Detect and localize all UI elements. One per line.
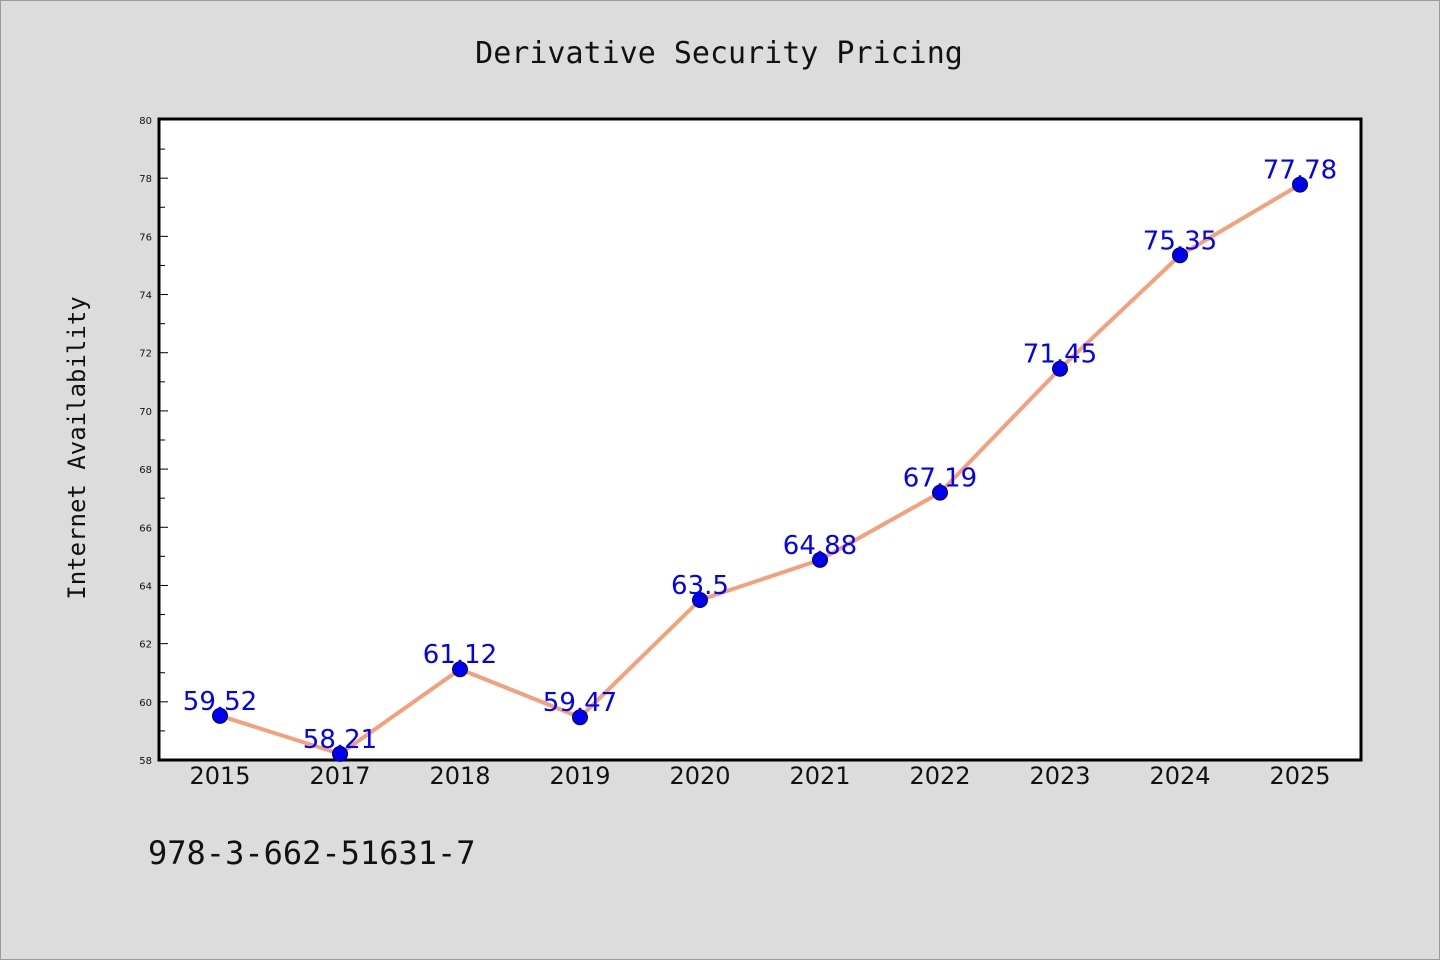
data-label: 75.35	[1143, 226, 1217, 256]
y-tick-label: 74	[139, 291, 152, 302]
data-label: 67.19	[903, 464, 977, 494]
data-label: 63.5	[671, 571, 729, 601]
y-tick-label: 64	[139, 581, 152, 592]
x-tick-label: 2023	[1029, 762, 1090, 790]
series-line	[218, 182, 1302, 756]
x-tick-label: 2021	[789, 762, 850, 790]
series-layer	[218, 182, 1302, 756]
chart-title: Derivative Security Pricing	[475, 36, 963, 71]
isbn-text: 978-3-662-51631-7	[148, 834, 476, 872]
plot-area	[157, 117, 1363, 762]
data-label: 77.78	[1263, 156, 1337, 186]
data-point	[212, 707, 228, 724]
y-tick-label: 58	[139, 756, 152, 767]
x-tick-label: 2024	[1149, 762, 1210, 790]
x-tick-label: 2015	[189, 762, 250, 790]
data-point	[1052, 360, 1068, 377]
data-point	[1292, 176, 1308, 193]
y-tick-label: 78	[139, 174, 152, 185]
data-label: 71.45	[1023, 340, 1097, 370]
x-tick-label: 2022	[909, 762, 970, 790]
data-label-layer: 59.52 58.21 61.12 59.47 63.5 64.88 67.19 71.45 7…	[183, 156, 1337, 755]
y-tick-label: 62	[139, 640, 152, 651]
data-label: 59.52	[183, 687, 257, 717]
y-tick-label: 68	[139, 465, 152, 476]
data-point	[572, 709, 588, 726]
x-tick-label: 2019	[549, 762, 610, 790]
data-point	[452, 661, 468, 678]
y-tick-label: 66	[139, 523, 152, 534]
data-label: 59.47	[543, 688, 617, 718]
data-point	[932, 484, 948, 501]
data-label: 58.21	[303, 725, 377, 755]
data-label: 64.88	[783, 531, 857, 561]
data-point	[332, 745, 348, 762]
y-tick-label: 76	[139, 232, 152, 243]
x-tick-label: 2020	[669, 762, 730, 790]
y-axis-ticks: 58 60 62 64 66 68 70 72 74 76 78 80	[139, 116, 168, 767]
marker-layer	[212, 176, 1308, 762]
y-tick-label: 60	[139, 698, 152, 709]
y-axis-label: Internet Availability	[63, 296, 91, 599]
y-tick-label: 72	[139, 349, 152, 360]
y-tick-label: 80	[139, 116, 152, 127]
x-tick-label: 2018	[429, 762, 490, 790]
x-tick-label: 2025	[1269, 762, 1330, 790]
x-axis-ticks: 2015 2017 2018 2019 2020 2021 2022 2023 2024 2025	[189, 762, 1330, 790]
y-tick-label: 70	[139, 407, 152, 418]
data-label: 61.12	[423, 640, 497, 670]
data-point	[812, 551, 828, 568]
data-point	[692, 592, 708, 608]
data-point	[1172, 247, 1188, 264]
x-tick-label: 2017	[309, 762, 370, 790]
